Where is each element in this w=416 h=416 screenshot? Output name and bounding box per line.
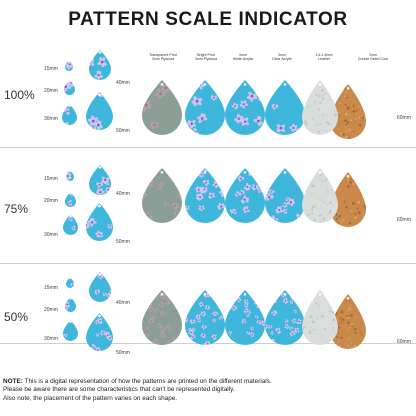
- size-label-40mm: 40mm: [116, 80, 130, 86]
- size-label-50mm: 50mm: [116, 128, 130, 134]
- material-header-bright-plywood: Bright Print 3mm Plywood: [194, 53, 218, 62]
- teardrop-medium-sample: [89, 50, 111, 80]
- teardrop-small-sample: [65, 60, 73, 71]
- teardrop-material-leather: [302, 80, 338, 135]
- teardrop-small-sample: [64, 80, 75, 95]
- teardrop-material-transparent: [142, 290, 182, 345]
- material-header-leather: 1.6-1.8mm Leather: [315, 53, 333, 62]
- scale-percent-100: 100%: [4, 88, 35, 102]
- size-label-20mm: 20mm: [44, 198, 58, 204]
- material-header-transparent-plywood: Transparent Print 3mm Plywood: [149, 53, 177, 62]
- teardrop-small-sample: [66, 170, 74, 181]
- teardrop-small-sample: [63, 320, 78, 341]
- size-label-20mm: 20mm: [44, 307, 58, 313]
- size-label-40mm: 40mm: [116, 300, 130, 306]
- teardrop-medium-sample: [86, 203, 113, 241]
- teardrop-material-bright: [185, 168, 225, 223]
- material-header-cork: 2mm Double Sided Cork: [357, 53, 389, 62]
- teardrop-material-transparent: [142, 168, 182, 223]
- teardrop-small-sample: [62, 104, 77, 125]
- size-label-20mm: 20mm: [44, 88, 58, 94]
- teardrop-material-acrylic: [265, 168, 305, 223]
- page-title: PATTERN SCALE INDICATOR: [68, 9, 348, 30]
- section-divider: [0, 263, 416, 264]
- note-line-1: This is a digital representation of how …: [24, 378, 272, 385]
- teardrop-medium-sample: [86, 92, 113, 130]
- material-header-white-acrylic: 3mm White Acrylic: [232, 53, 254, 62]
- size-label-15mm: 15mm: [44, 66, 58, 72]
- teardrop-medium-sample: [89, 165, 111, 195]
- note-line-3: Also note, the placement of the pattern …: [3, 394, 178, 402]
- teardrop-material-leather: [302, 168, 338, 223]
- material-header-clear-acrylic: 3mm Clear Acrylic: [272, 53, 292, 62]
- size-label-30mm: 30mm: [44, 116, 58, 122]
- size-label-15mm: 15mm: [44, 176, 58, 182]
- teardrop-material-bright: [185, 290, 225, 345]
- scale-percent-75: 75%: [4, 202, 29, 216]
- teardrop-material-cork: [330, 84, 366, 139]
- note-line-2: Please be aware there are some character…: [3, 386, 235, 394]
- teardrop-small-sample: [65, 192, 76, 207]
- teardrop-small-sample: [66, 277, 74, 288]
- teardrop-material-leather: [302, 290, 338, 345]
- disclaimer-note: NOTE: This is a digital representation o…: [3, 378, 413, 403]
- teardrop-small-sample: [65, 297, 76, 312]
- size-label-50mm: 50mm: [116, 350, 130, 356]
- note-label: NOTE:: [3, 378, 23, 385]
- teardrop-material-acrylic: [225, 80, 265, 135]
- section-divider: [0, 147, 416, 148]
- teardrop-material-acrylic: [225, 168, 265, 223]
- material-size-60mm: 60mm: [397, 217, 411, 223]
- material-size-60mm: 60mm: [397, 115, 411, 121]
- size-label-40mm: 40mm: [116, 191, 130, 197]
- teardrop-material-acrylic: [265, 290, 305, 345]
- teardrop-material-acrylic: [225, 290, 265, 345]
- material-size-60mm: 60mm: [397, 339, 411, 345]
- size-label-50mm: 50mm: [116, 239, 130, 245]
- teardrop-material-transparent: [142, 80, 182, 135]
- teardrop-material-acrylic: [265, 80, 305, 135]
- size-label-30mm: 30mm: [44, 232, 58, 238]
- teardrop-medium-sample: [86, 313, 113, 351]
- size-label-30mm: 30mm: [44, 336, 58, 342]
- teardrop-material-bright: [185, 80, 225, 135]
- size-label-15mm: 15mm: [44, 285, 58, 291]
- teardrop-small-sample: [63, 214, 78, 235]
- teardrop-medium-sample: [89, 272, 111, 302]
- scale-percent-50: 50%: [4, 310, 29, 324]
